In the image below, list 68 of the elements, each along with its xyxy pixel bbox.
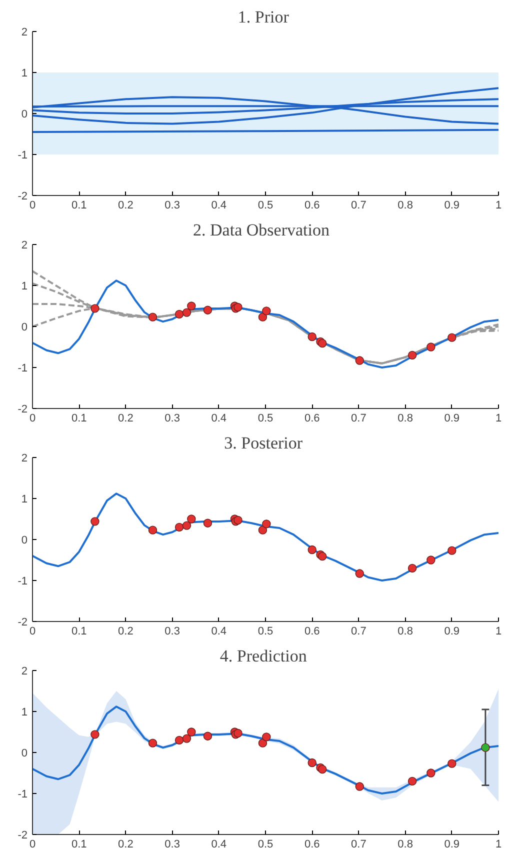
x-tick-label: 0.8 (398, 626, 413, 638)
y-tick-label: -1 (18, 788, 28, 800)
x-tick-label: 0.1 (71, 200, 87, 212)
y-tick-label: -2 (18, 190, 28, 202)
x-tick-label: 0.3 (164, 412, 180, 424)
chart-title: 2. Data Observation (193, 220, 330, 240)
y-tick-label: 0 (21, 748, 28, 760)
x-tick-label: 0.4 (211, 838, 227, 850)
x-tick-label: 0 (29, 412, 36, 424)
x-tick-label: 0.1 (71, 412, 87, 424)
x-tick-label: 0.5 (258, 200, 274, 212)
x-tick-label: 0.7 (351, 838, 366, 850)
y-tick-label: 2 (21, 666, 28, 678)
x-tick-label: 0.2 (118, 838, 134, 850)
y-tick-label: 2 (21, 240, 28, 252)
x-tick-label: 0.9 (444, 412, 460, 424)
y-tick-label: 1 (21, 68, 28, 80)
y-tick-label: -2 (18, 616, 28, 628)
x-tick-label: 0.5 (258, 838, 274, 850)
y-tick-label: 0 (21, 534, 28, 546)
x-tick-label: 0 (29, 200, 36, 212)
x-tick-label: 0.5 (258, 626, 274, 638)
x-tick-label: 0.6 (304, 838, 320, 850)
y-tick-label: 0 (21, 108, 28, 120)
y-tick-label: -2 (18, 404, 28, 416)
x-tick-label: 0.7 (351, 412, 366, 424)
chart-title: 3. Posterior (224, 434, 303, 452)
x-tick-label: 0.9 (444, 626, 460, 638)
x-tick-label: 0.8 (398, 200, 413, 212)
x-tick-label: 0.3 (164, 200, 180, 212)
x-tick-label: 0.3 (164, 838, 180, 850)
x-tick-label: 0.2 (118, 412, 134, 424)
y-tick-label: -1 (18, 576, 28, 588)
x-tick-label: 1 (495, 838, 502, 850)
x-tick-label: 0.7 (351, 200, 366, 212)
x-tick-label: 0.2 (118, 200, 134, 212)
x-tick-label: 0.9 (444, 200, 460, 212)
y-tick-label: 2 (21, 26, 28, 38)
x-tick-label: 0.1 (71, 626, 87, 638)
y-tick-label: 1 (21, 494, 28, 506)
y-tick-label: -2 (18, 830, 28, 842)
x-tick-label: 0.6 (304, 626, 320, 638)
x-tick-label: 0.9 (444, 838, 460, 850)
x-tick-label: 0.4 (211, 200, 227, 212)
x-tick-label: 0.3 (164, 626, 180, 638)
x-tick-label: 0.5 (258, 412, 274, 424)
x-tick-label: 0.8 (398, 838, 413, 850)
y-tick-label: 2 (21, 452, 28, 464)
x-tick-label: 0.2 (118, 626, 134, 638)
y-tick-label: -1 (18, 362, 28, 374)
x-tick-label: 1 (495, 412, 502, 424)
x-tick-label: 0 (29, 626, 36, 638)
x-tick-label: 1 (495, 200, 502, 212)
x-tick-label: 0 (29, 838, 36, 850)
x-tick-label: 0.1 (71, 838, 87, 850)
chart-title: 1. Prior (238, 8, 290, 26)
y-tick-label: 1 (21, 706, 28, 718)
x-tick-label: 0.4 (211, 412, 227, 424)
x-tick-label: 0.6 (304, 412, 320, 424)
chart-title: 4. Prediction (220, 646, 308, 666)
y-tick-label: 1 (21, 280, 28, 292)
x-tick-label: 0.6 (304, 200, 320, 212)
x-tick-label: 0.7 (351, 626, 366, 638)
y-tick-label: -1 (18, 150, 28, 162)
x-tick-label: 0.4 (211, 626, 227, 638)
x-tick-label: 0.8 (398, 412, 413, 424)
x-tick-label: 1 (495, 626, 502, 638)
y-tick-label: 0 (21, 322, 28, 334)
